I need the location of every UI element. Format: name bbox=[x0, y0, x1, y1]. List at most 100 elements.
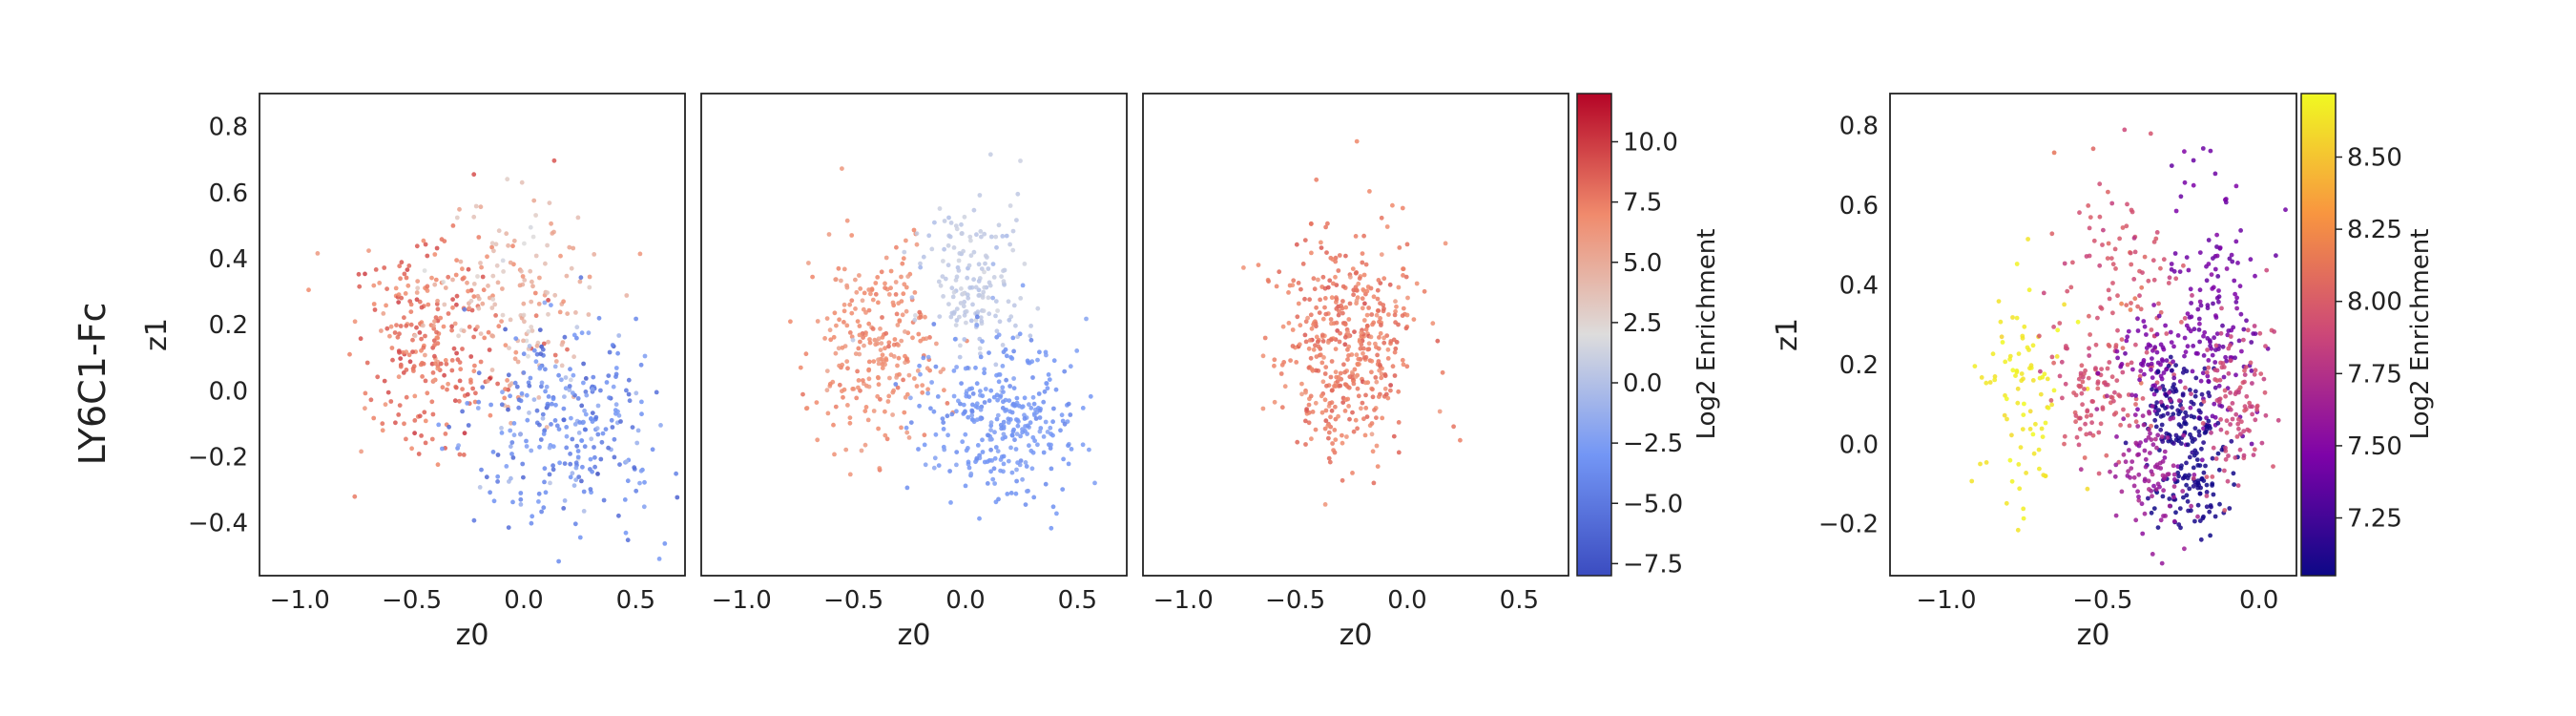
scatter-point bbox=[1343, 305, 1349, 310]
scatter-point bbox=[472, 399, 478, 405]
scatter-point bbox=[549, 303, 553, 307]
scatter-point bbox=[977, 292, 982, 298]
scatter-point bbox=[862, 290, 867, 296]
scatter-point bbox=[2214, 253, 2220, 259]
scatter-point bbox=[638, 362, 644, 368]
scatter-point bbox=[1374, 312, 1380, 318]
scatter-point bbox=[1008, 409, 1012, 414]
scatter-point bbox=[1290, 283, 1296, 288]
scatter-point bbox=[886, 393, 892, 399]
scatter-point bbox=[637, 251, 643, 257]
scatter-point bbox=[488, 402, 493, 408]
scatter-point bbox=[588, 487, 593, 492]
scatter-point bbox=[529, 299, 534, 305]
scatter-point bbox=[522, 241, 527, 246]
scatter-point bbox=[520, 274, 526, 279]
scatter-point bbox=[1342, 334, 1348, 340]
scatter-point bbox=[510, 243, 515, 249]
scatter-point bbox=[495, 381, 500, 387]
scatter-point bbox=[1369, 432, 1375, 437]
scatter-point bbox=[380, 428, 385, 433]
scatter-point bbox=[2149, 367, 2153, 372]
scatter-point bbox=[561, 417, 567, 423]
scatter-point bbox=[2184, 482, 2190, 488]
scatter-point bbox=[2233, 411, 2239, 417]
scatter-point bbox=[1375, 287, 1381, 293]
scatter-point bbox=[506, 407, 510, 412]
scatter-point bbox=[1030, 434, 1036, 440]
scatter-point bbox=[2154, 411, 2160, 416]
x-tick-label: 0.5 bbox=[1500, 586, 1539, 615]
scatter-point bbox=[1363, 380, 1368, 386]
scatter-point bbox=[419, 305, 425, 310]
scatter-point bbox=[1048, 446, 1053, 451]
scatter-point bbox=[414, 290, 420, 295]
scatter-point bbox=[1028, 324, 1033, 328]
scatter-point bbox=[1369, 421, 1375, 426]
scatter-point bbox=[441, 280, 447, 284]
scatter-point bbox=[2204, 369, 2210, 375]
scatter-point bbox=[2124, 303, 2129, 307]
scatter-point bbox=[1404, 242, 1410, 247]
scatter-point bbox=[905, 274, 911, 279]
scatter-point bbox=[613, 371, 619, 377]
scatter-point bbox=[499, 319, 504, 324]
scatter-point bbox=[2165, 411, 2171, 416]
scatter-point bbox=[475, 293, 481, 299]
scatter-point bbox=[1008, 203, 1013, 208]
scatter-point bbox=[1020, 283, 1026, 288]
scatter-point bbox=[2218, 427, 2224, 432]
scatter-point bbox=[2096, 471, 2102, 476]
scatter-point bbox=[977, 346, 983, 351]
scatter-point bbox=[857, 324, 862, 328]
scatter-point bbox=[1014, 395, 1020, 401]
scatter-point bbox=[2180, 475, 2186, 481]
scatter-point bbox=[2159, 560, 2165, 566]
x-tick-label: 0.5 bbox=[616, 586, 655, 615]
scatter-point bbox=[2173, 363, 2179, 368]
scatter-point bbox=[2080, 379, 2086, 385]
scatter-point bbox=[1080, 442, 1086, 448]
scatter-point bbox=[977, 193, 983, 198]
scatter-point bbox=[2164, 331, 2170, 336]
scatter-point bbox=[446, 274, 451, 280]
scatter-point bbox=[416, 452, 422, 456]
scatter-point bbox=[2135, 489, 2141, 495]
scatter-point bbox=[457, 360, 463, 365]
scatter-point bbox=[634, 316, 638, 322]
scatter-point bbox=[1011, 386, 1017, 390]
scatter-point bbox=[1333, 437, 1339, 442]
scatter-point bbox=[471, 282, 477, 286]
scatter-point bbox=[2158, 399, 2164, 405]
scatter-point bbox=[2076, 442, 2082, 448]
scatter-point bbox=[1327, 459, 1333, 465]
scatter-point bbox=[2253, 273, 2257, 279]
scatter-point bbox=[2182, 335, 2188, 341]
scatter-point bbox=[1059, 412, 1065, 418]
scatter-point bbox=[2133, 342, 2138, 347]
scatter-point bbox=[1053, 387, 1059, 392]
x-tick-label: 0.0 bbox=[2239, 586, 2278, 615]
scatter-point bbox=[2158, 517, 2164, 523]
scatter-point bbox=[420, 374, 425, 379]
scatter-point bbox=[509, 440, 515, 445]
scatter-point bbox=[577, 420, 583, 425]
scatter-point bbox=[1336, 312, 1341, 318]
scatter-point bbox=[840, 166, 844, 172]
scatter-point bbox=[1998, 319, 2004, 325]
scatter-point bbox=[1351, 292, 1356, 298]
scatter-point bbox=[1340, 477, 1345, 483]
scatter-point bbox=[1364, 414, 1370, 419]
scatter-point bbox=[1350, 410, 1355, 415]
scatter-point bbox=[2146, 362, 2150, 368]
scatter-point bbox=[866, 359, 872, 365]
scatter-point bbox=[2204, 278, 2210, 284]
scatter-point bbox=[2233, 355, 2238, 361]
scatter-point bbox=[1262, 335, 1268, 341]
scatter-point bbox=[397, 331, 402, 337]
scatter-point bbox=[414, 297, 420, 303]
scatter-point bbox=[571, 354, 576, 360]
scatter-point bbox=[942, 246, 946, 252]
scatter-point bbox=[582, 427, 588, 432]
scatter-point bbox=[2150, 347, 2155, 353]
